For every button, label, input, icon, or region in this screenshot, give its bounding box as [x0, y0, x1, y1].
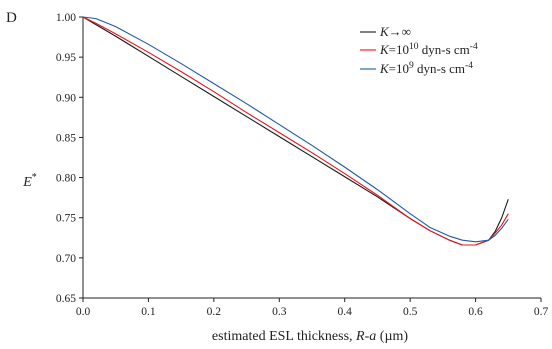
series-layer [82, 16, 509, 246]
x-tick-label: 0.0 [76, 306, 91, 318]
y-tick-label: 0.85 [56, 132, 76, 144]
x-tick-label: 0.1 [141, 306, 156, 318]
y-tick-label: 0.65 [56, 293, 76, 305]
x-tick-label: 0.3 [272, 306, 287, 318]
x-tick-label: 0.4 [338, 306, 353, 318]
y-tick-label: 0.80 [56, 173, 76, 185]
y-axis-title: E* [22, 172, 37, 190]
series-line-3 [82, 16, 509, 243]
y-tick-label: 1.00 [56, 12, 76, 24]
y-tick-label: 0.95 [56, 52, 76, 64]
legend-label: K=109 dyn-s cm-4 [379, 61, 473, 76]
x-tick-label: 0.2 [207, 306, 222, 318]
x-axis-title: estimated ESL thickness, R-a (µm) [212, 329, 408, 344]
x-axis-ticks: 0.0 0.1 0.2 0.3 0.4 0.5 0.6 0.7 [76, 298, 549, 318]
x-tick-label: 0.7 [534, 306, 549, 318]
legend-item: K=1010 dyn-s cm-4 [360, 42, 478, 57]
panel-label: D [6, 10, 17, 26]
legend: K→∞ K=1010 dyn-s cm-4 K=109 dyn-s cm-4 [360, 24, 478, 76]
legend-label: K→∞ [379, 24, 411, 39]
legend-label: K=1010 dyn-s cm-4 [379, 42, 478, 57]
legend-item: K→∞ [360, 24, 411, 39]
legend-item: K=109 dyn-s cm-4 [360, 61, 473, 76]
y-axis-ticks: 0.65 0.70 0.75 0.80 0.85 0.90 0.95 1.00 [56, 12, 83, 305]
x-tick-label: 0.6 [468, 306, 483, 318]
axes [82, 17, 541, 299]
y-tick-label: 0.75 [56, 213, 76, 225]
y-tick-label: 0.70 [56, 253, 76, 265]
y-tick-label: 0.90 [56, 92, 76, 104]
x-tick-label: 0.5 [403, 306, 418, 318]
